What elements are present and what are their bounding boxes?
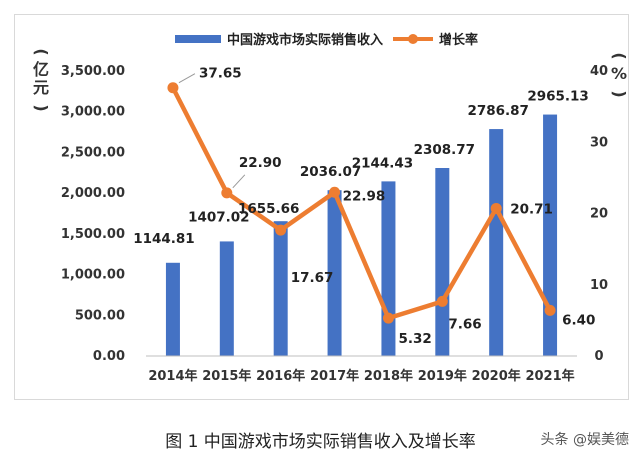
legend-line-marker (408, 34, 418, 44)
chart-svg: 0.00 500.00 1,000.00 1,500.00 2,000.00 2,500.… (32, 32, 629, 384)
y-right-tick-label: 40 (590, 64, 608, 79)
x-tick-label: 2017年 (310, 368, 359, 384)
growth-point-2020年 (490, 202, 502, 214)
bar-2014年 (165, 262, 180, 356)
y-left-axis-title-char: ( (32, 48, 51, 55)
y-left-tick-label: 1,000.00 (61, 268, 125, 283)
y-right-axis-title-char: ) (610, 90, 629, 97)
growth-point-2018年 (382, 312, 394, 324)
growth-point-2017年 (329, 186, 341, 198)
watermark: 头条 @娱美德 (540, 432, 629, 448)
bar-value-label: 2965.13 (527, 89, 589, 105)
growth-rate-line (170, 86, 553, 321)
x-tick-label: 2021年 (525, 368, 574, 384)
growth-value-label: 37.65 (199, 66, 242, 82)
bar-value-label: 2786.87 (467, 103, 529, 119)
legend-bar-label: 中国游戏市场实际销售收入 (227, 32, 383, 48)
y-left-tick-label: 1,500.00 (61, 227, 125, 242)
growth-value-label: 20.71 (510, 201, 553, 217)
growth-point-2016年 (275, 224, 287, 236)
bar-value-label: 2308.77 (414, 142, 476, 158)
growth-value-label: 22.98 (343, 188, 386, 204)
y-left-axis-title-char: 元 (33, 78, 49, 97)
growth-point-2014年 (167, 82, 179, 94)
bar-value-label: 1407.02 (188, 209, 250, 225)
x-tick-label: 2016年 (256, 368, 305, 384)
growth-value-label: 6.40 (562, 312, 595, 328)
y-right-tick-label: 20 (590, 207, 608, 222)
legend-bar-swatch (175, 35, 221, 43)
y-left-tick-label: 2,000.00 (61, 186, 125, 201)
bar-2016年 (273, 221, 288, 356)
y-left-tick-label: 3,000.00 (61, 105, 125, 120)
bar-2017年 (327, 190, 342, 356)
growth-value-label: 17.67 (291, 270, 334, 286)
x-tick-label: 2020年 (472, 368, 521, 384)
y-left-tick-label: 0.00 (93, 349, 125, 364)
y-left-axis-title-char: 亿 (33, 60, 49, 79)
bar-value-label: 1655.66 (238, 201, 300, 217)
y-right-axis-title-char: % (611, 64, 627, 83)
x-tick-label: 2015年 (202, 368, 251, 384)
bar-value-label: 2036.07 (300, 164, 362, 180)
x-tick-label: 2014年 (148, 368, 197, 384)
growth-value-label: 22.90 (239, 155, 282, 171)
y-right-axis-title-char: ( (610, 52, 629, 59)
growth-point-2019年 (436, 295, 448, 307)
bar-2018年 (381, 181, 396, 356)
bar-2019年 (435, 168, 450, 356)
x-tick-label: 2019年 (418, 368, 467, 384)
legend-line-label: 增长率 (439, 32, 478, 48)
bar-value-label: 2144.43 (352, 155, 414, 171)
y-left-tick-label: 3,500.00 (61, 64, 125, 79)
x-tick-label: 2018年 (364, 368, 413, 384)
chart-frame: 0.00 500.00 1,000.00 1,500.00 2,000.00 2,500.… (14, 14, 629, 400)
figure-caption: 图 1 中国游戏市场实际销售收入及增长率 (165, 432, 476, 452)
bar-2020年 (489, 129, 504, 356)
bar-2015年 (219, 241, 234, 356)
bar-2021年 (543, 114, 558, 356)
growth-value-label: 5.32 (398, 331, 431, 347)
leader-line (178, 73, 196, 84)
y-right-tick-label: 30 (590, 135, 608, 150)
growth-value-label: 7.66 (448, 316, 481, 332)
growth-point-2015年 (221, 187, 233, 199)
y-right-tick-label: 10 (590, 278, 608, 293)
y-left-axis-title-char: ) (32, 104, 51, 111)
leader-line (232, 174, 246, 189)
y-right-tick-label: 0 (594, 349, 603, 364)
bar-value-label: 1144.81 (133, 231, 195, 247)
y-left-tick-label: 2,500.00 (61, 145, 125, 160)
growth-point-2021年 (544, 304, 556, 316)
y-left-tick-label: 500.00 (75, 308, 125, 323)
